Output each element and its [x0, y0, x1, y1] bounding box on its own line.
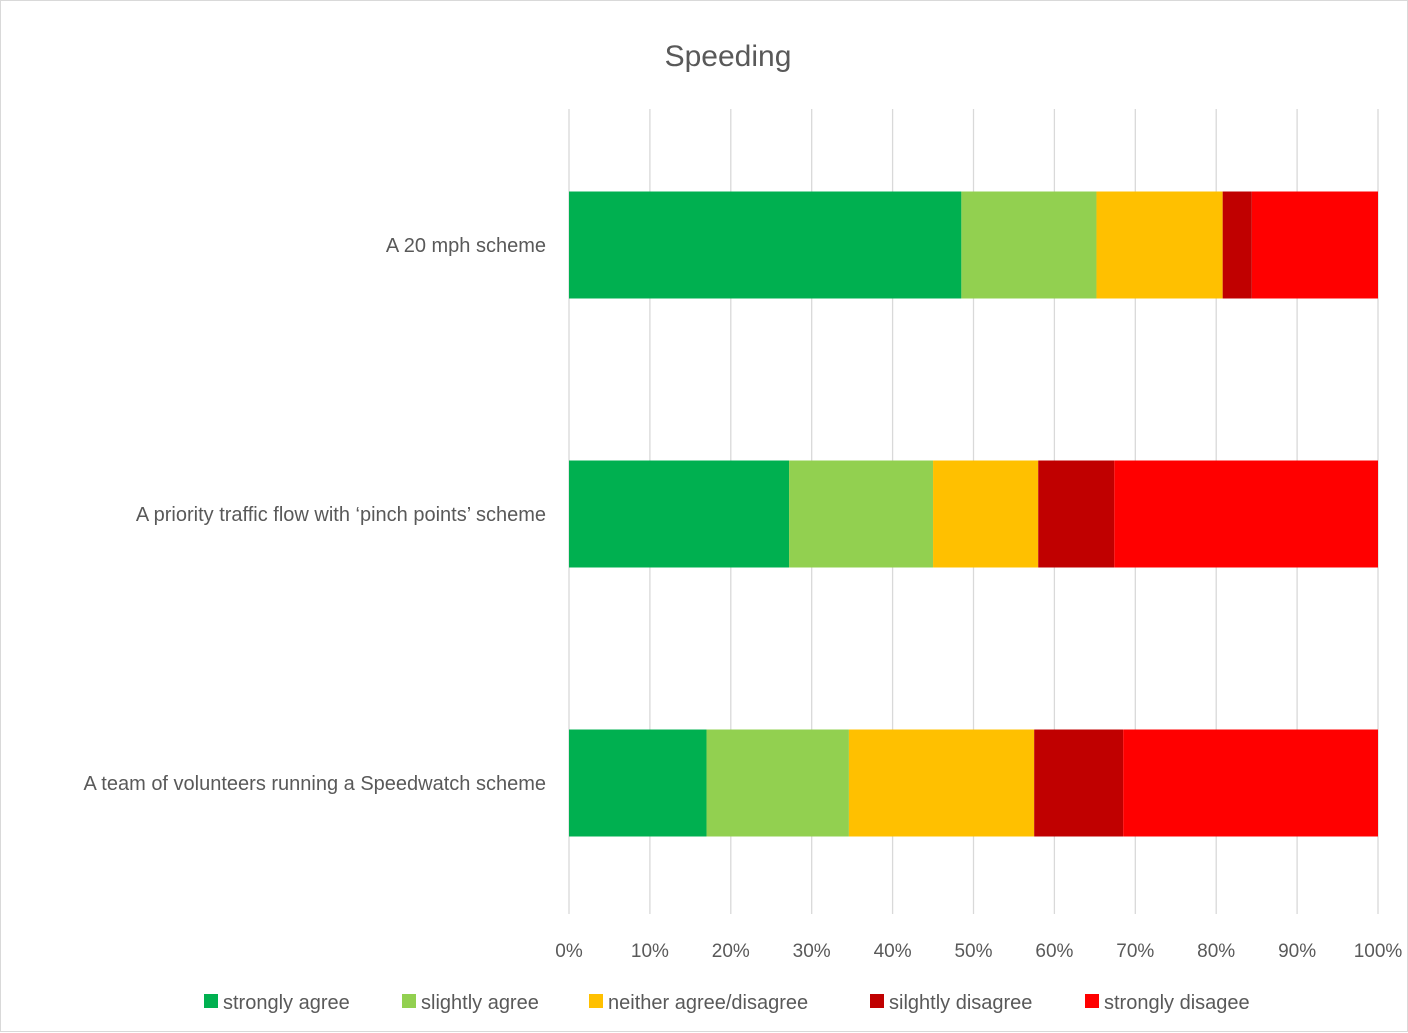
- x-tick-label: 80%: [1197, 941, 1235, 962]
- x-tick-label: 0%: [555, 941, 583, 962]
- x-tick-label: 40%: [874, 941, 912, 962]
- bar-segment: [961, 191, 1097, 299]
- bar-segment: [706, 729, 849, 837]
- x-tick-label: 50%: [954, 941, 992, 962]
- legend-label: strongly disagee: [1104, 992, 1250, 1014]
- legend-swatch: [1085, 994, 1099, 1008]
- x-tick-label: 10%: [631, 941, 669, 962]
- category-labels: A 20 mph scheme A priority traffic flow w…: [84, 235, 547, 795]
- bar-segment: [933, 460, 1039, 568]
- chart-title: Speeding: [665, 40, 792, 73]
- x-tick-label: 60%: [1035, 941, 1073, 962]
- legend-swatch: [402, 994, 416, 1008]
- bar-segment: [1096, 191, 1223, 299]
- x-tick-label: 30%: [793, 941, 831, 962]
- legend-label: silghtly disagree: [889, 992, 1032, 1014]
- legend-swatch: [870, 994, 884, 1008]
- x-tick-label: 20%: [712, 941, 750, 962]
- x-axis-ticks: 0% 10% 20% 30% 40% 50% 60% 70% 80% 90% 100%: [555, 941, 1402, 962]
- category-label: A 20 mph scheme: [386, 235, 546, 257]
- bar-segment: [1114, 460, 1378, 568]
- legend-label: strongly agree: [223, 992, 350, 1014]
- bar-segment: [1038, 460, 1115, 568]
- legend-label: slightly agree: [421, 992, 539, 1014]
- bar-segment: [789, 460, 934, 568]
- legend-swatch: [589, 994, 603, 1008]
- bar-segment: [1123, 729, 1378, 837]
- bar-segment: [848, 729, 1035, 837]
- bar-segment: [569, 191, 962, 299]
- x-tick-label: 90%: [1278, 941, 1316, 962]
- legend: strongly agree slightly agree neither agre…: [204, 992, 1250, 1014]
- bar-segment: [569, 729, 707, 837]
- x-tick-label: 100%: [1354, 941, 1403, 962]
- category-label: A team of volunteers running a Speedwatc…: [84, 773, 547, 795]
- x-tick-label: 70%: [1116, 941, 1154, 962]
- bar-segment: [1034, 729, 1124, 837]
- bar-segment: [1222, 191, 1252, 299]
- legend-swatch: [204, 994, 218, 1008]
- bar-segment: [569, 460, 790, 568]
- category-label: A priority traffic flow with ‘pinch poin…: [136, 504, 546, 526]
- bar-segment: [1251, 191, 1378, 299]
- bars: [569, 191, 1378, 837]
- legend-label: neither agree/disagree: [608, 992, 808, 1014]
